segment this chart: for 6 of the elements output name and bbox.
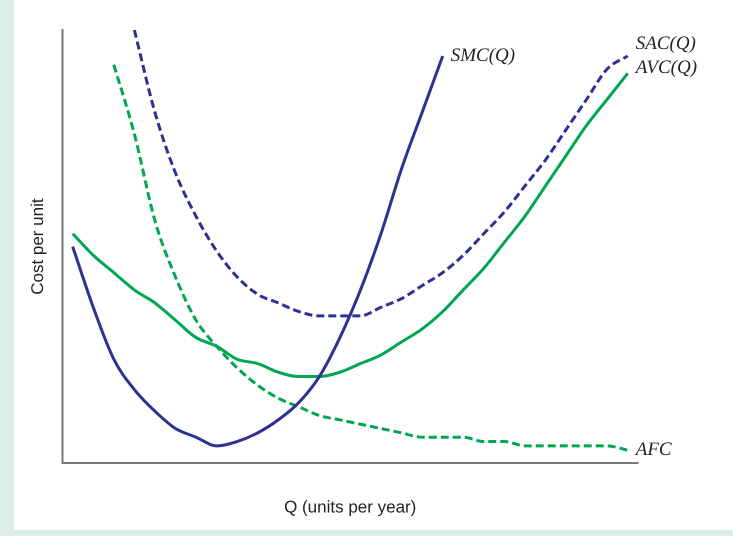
series-label: AVC(Q) — [634, 56, 698, 78]
y-axis-title: Cost per unit — [28, 198, 47, 295]
series-label: AFC — [634, 439, 672, 460]
x-axis-title: Q (units per year) — [284, 497, 416, 516]
series-label: SMC(Q) — [450, 44, 516, 66]
series-label: SAC(Q) — [636, 32, 696, 54]
